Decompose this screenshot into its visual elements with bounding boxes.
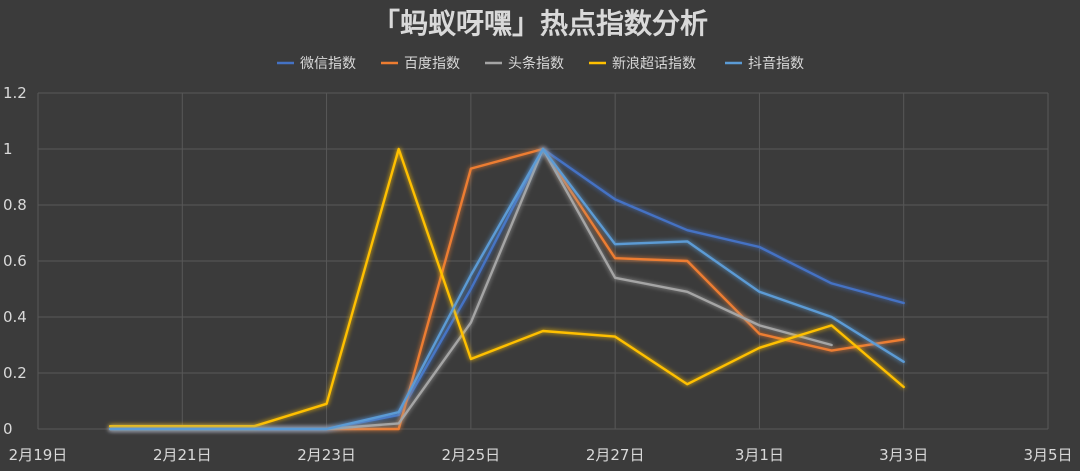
- legend-label: 抖音指数: [748, 55, 804, 72]
- grid: [37, 92, 1049, 430]
- y-tick-label: 0.2: [3, 364, 27, 382]
- x-tick-label: 3月1日: [735, 446, 784, 464]
- series-layer: [108, 147, 905, 431]
- axis-labels: 0 0.2 0.4 0.6 0.8 1 1.2 2月19日 2月21日 2月23日 2月25日 2月2…: [3, 84, 1073, 464]
- x-tick-label: 3月5日: [1023, 446, 1072, 464]
- series-line-3: [108, 147, 905, 428]
- chart-title: 「蚂蚁呀嘿」热点指数分析: [372, 7, 708, 40]
- series-line-0: [108, 147, 905, 431]
- legend-label: 新浪超话指数: [612, 56, 696, 72]
- x-tick-label: 2月27日: [586, 446, 645, 464]
- y-tick-label: 1: [3, 140, 13, 158]
- y-tick-label: 1.2: [3, 84, 27, 102]
- x-tick-label: 2月23日: [297, 446, 356, 464]
- legend-label: 微信指数: [300, 56, 356, 72]
- legend-label: 百度指数: [404, 56, 460, 72]
- y-tick-label: 0.8: [3, 196, 27, 214]
- x-tick-label: 3月3日: [879, 446, 928, 464]
- series-line-1: [108, 147, 905, 431]
- x-tick-label: 2月19日: [9, 446, 68, 464]
- y-tick-label: 0.6: [3, 252, 27, 270]
- x-tick-label: 2月21日: [153, 446, 212, 464]
- legend-label: 头条指数: [508, 55, 564, 72]
- x-tick-label: 2月25日: [442, 446, 501, 464]
- y-tick-label: 0: [3, 420, 13, 438]
- y-tick-label: 0.4: [3, 308, 27, 326]
- legend: 微信指数 百度指数 头条指数 新浪超话指数 抖音指数: [277, 55, 804, 72]
- series-line-4: [108, 147, 905, 431]
